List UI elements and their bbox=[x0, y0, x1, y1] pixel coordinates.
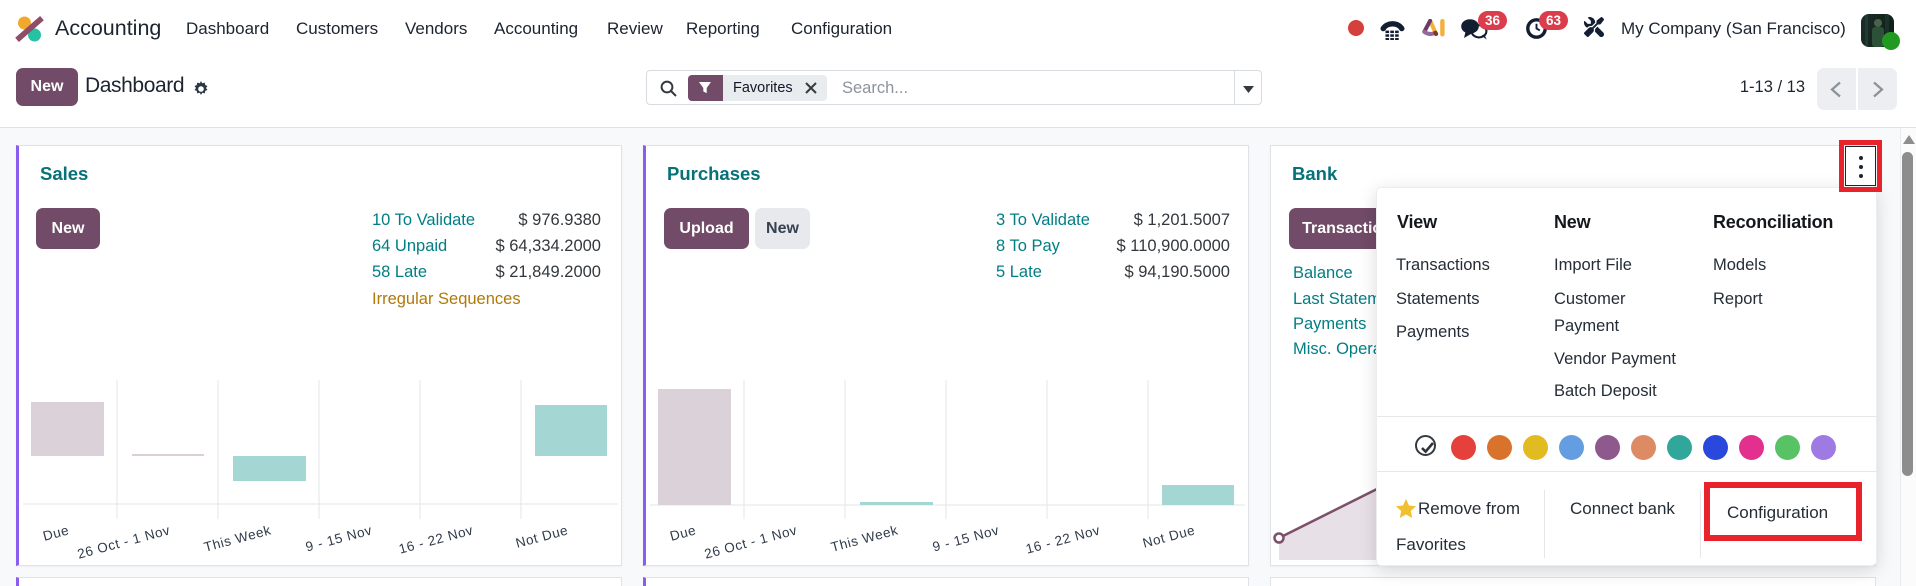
svg-text:9 - 15 Nov: 9 - 15 Nov bbox=[931, 522, 1001, 554]
svg-text:Due: Due bbox=[41, 522, 71, 543]
svg-text:26 Oct - 1 Nov: 26 Oct - 1 Nov bbox=[76, 522, 172, 561]
svg-text:Not Due: Not Due bbox=[1141, 522, 1197, 550]
svg-text:Due: Due bbox=[668, 522, 698, 543]
svg-text:This Week: This Week bbox=[202, 522, 272, 554]
svg-text:26 Oct - 1 Nov: 26 Oct - 1 Nov bbox=[703, 522, 799, 561]
svg-text:16 - 22 Nov: 16 - 22 Nov bbox=[1024, 522, 1102, 556]
svg-text:16 - 22 Nov: 16 - 22 Nov bbox=[397, 522, 475, 556]
svg-text:This Week: This Week bbox=[829, 522, 899, 554]
svg-text:9 - 15 Nov: 9 - 15 Nov bbox=[304, 522, 374, 554]
svg-text:Not Due: Not Due bbox=[514, 522, 570, 550]
